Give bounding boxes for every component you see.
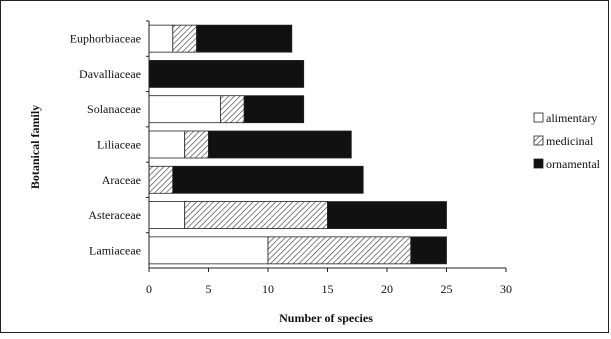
bar-lamiaceae-ornamental [410, 236, 447, 265]
bar-liliaceae-ornamental [208, 130, 352, 159]
bar-liliaceae-medicinal [184, 130, 209, 159]
labels-layer: Euphorbiaceae Davalliaceae Solanaceae Lilia… [70, 20, 149, 257]
x-tick-label: 10 [262, 282, 274, 296]
legend-label-medicinal: medicinal [546, 134, 594, 148]
x-tick-label: 25 [441, 282, 453, 296]
bar-araceae-medicinal [148, 165, 174, 194]
category-label: Liliaceae [97, 138, 141, 152]
x-tick-label: 20 [381, 282, 393, 296]
bars-layer [148, 24, 447, 265]
bar-lamiaceae-alimentary [148, 236, 269, 265]
bar-davalliaceae-ornamental [148, 60, 305, 88]
bar-asteraceae-ornamental [327, 201, 447, 229]
bar-asteraceae-alimentary [148, 201, 186, 229]
bar-solanaceae-ornamental [243, 95, 305, 124]
legend: alimentary medicinal ornamental [533, 111, 601, 171]
legend-swatch-ornamental [533, 158, 544, 169]
ticks-layer: 0 5 10 15 20 25 30 [146, 268, 512, 296]
x-tick-label: 15 [322, 282, 334, 296]
category-label: Euphorbiaceae [70, 32, 141, 46]
legend-swatch-alimentary [533, 112, 544, 123]
chart-frame: 0 5 10 15 20 25 30 Euphorbiaceae Davalliaceae So… [0, 0, 609, 333]
x-tick-label: 5 [206, 282, 212, 296]
x-tick-label: 30 [500, 282, 512, 296]
bar-liliaceae-alimentary [148, 130, 186, 159]
legend-label-alimentary: alimentary [546, 111, 597, 125]
x-tick-label: 0 [146, 282, 152, 296]
legend-swatch-medicinal [533, 135, 544, 146]
x-axis-title: Number of species [279, 311, 373, 325]
y-axis-title: Botanical family [28, 105, 42, 189]
bar-araceae-ornamental [172, 165, 364, 194]
category-label: Solanaceae [87, 102, 141, 116]
bar-solanaceae-alimentary [148, 95, 221, 124]
category-label: Asteraceae [88, 208, 141, 222]
category-label: Araceae [102, 173, 141, 187]
bar-euphorbiaceae-medicinal [172, 24, 198, 53]
legend-label-ornamental: ornamental [546, 157, 601, 171]
bar-asteraceae-medicinal [184, 201, 328, 229]
bar-euphorbiaceae-ornamental [196, 24, 293, 53]
category-label: Lamiaceae [89, 243, 141, 257]
bar-solanaceae-medicinal [219, 95, 245, 124]
category-label: Davalliaceae [79, 67, 141, 81]
bar-lamiaceae-medicinal [267, 236, 412, 265]
stacked-bar-chart: 0 5 10 15 20 25 30 Euphorbiaceae Davalliaceae So… [28, 20, 601, 325]
bar-euphorbiaceae-alimentary [148, 24, 174, 53]
